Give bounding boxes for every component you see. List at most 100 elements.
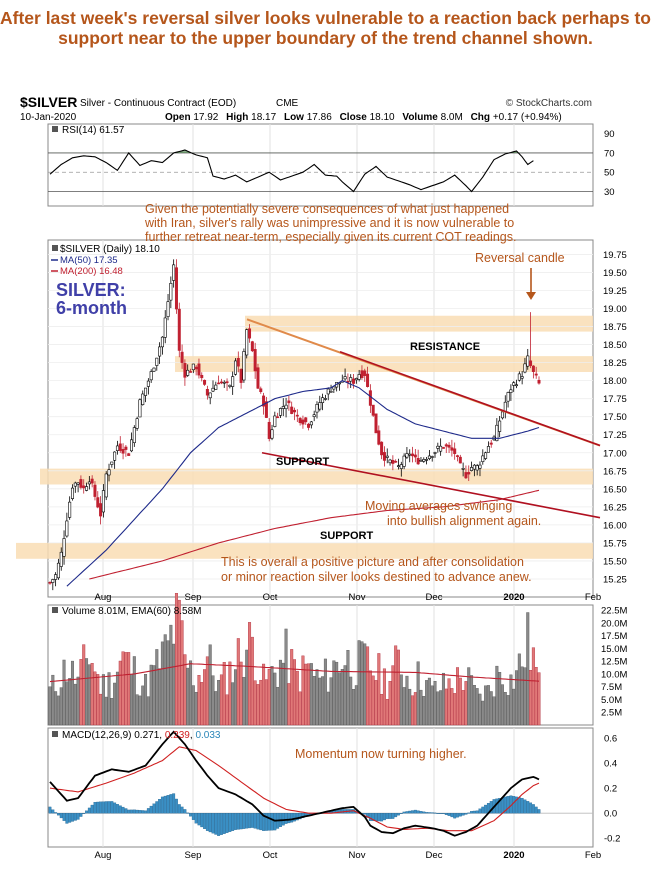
- macd-histogram-bar: [464, 813, 468, 815]
- macd-histogram-bar: [79, 813, 83, 817]
- macd-histogram-bar: [132, 809, 136, 814]
- candle-body: [495, 424, 499, 442]
- volume-bar: [391, 665, 395, 726]
- candle-body: [368, 390, 372, 406]
- candle-body: [486, 446, 490, 453]
- macd-histogram-bar: [270, 813, 274, 831]
- volume-bar: [79, 659, 83, 726]
- volume-bar: [267, 668, 271, 726]
- volume-bar: [484, 685, 488, 726]
- volume-bar: [509, 674, 513, 726]
- macd-histogram-bar: [203, 813, 207, 829]
- volume-bar: [433, 681, 437, 726]
- macd-histogram: [48, 793, 541, 836]
- volume-bar: [408, 688, 412, 726]
- macd-histogram-bar: [290, 813, 294, 823]
- volume-bar: [346, 650, 350, 726]
- volume-bar: [276, 686, 280, 726]
- candle-body: [270, 429, 274, 439]
- macd-histogram-bar: [534, 806, 538, 814]
- candle-body: [284, 404, 288, 410]
- macd-histogram-bar: [73, 813, 77, 821]
- volume-bar: [217, 680, 221, 726]
- macd-histogram-bar: [368, 813, 372, 821]
- macd-histogram-bar: [433, 812, 437, 814]
- candle-body: [464, 472, 468, 479]
- volume-bar: [321, 676, 325, 726]
- bottom-note-line1: This is overall a positive picture and a…: [221, 555, 524, 569]
- candle-body: [177, 308, 181, 351]
- candle-body: [242, 351, 246, 381]
- candle-body: [461, 468, 465, 470]
- price-tick-label: 17.25: [603, 430, 627, 441]
- candle-body: [318, 402, 322, 410]
- macd-histogram-bar: [529, 802, 533, 814]
- rsi-legend: RSI(14) 61.57: [62, 125, 125, 136]
- candle-body: [439, 445, 443, 452]
- candle-body: [99, 503, 103, 517]
- macd-histogram-bar: [475, 810, 479, 814]
- candle-body: [155, 357, 159, 366]
- price-band: [245, 315, 593, 332]
- candle-body: [520, 376, 524, 379]
- volume-bar: [152, 665, 156, 726]
- candle-body: [323, 398, 327, 400]
- candle-body: [455, 455, 459, 457]
- support-label-2: SUPPORT: [320, 530, 373, 542]
- volume-bar: [405, 675, 409, 726]
- volume-bar: [200, 682, 204, 726]
- macd-histogram-bar: [158, 799, 162, 814]
- candle-body: [250, 341, 254, 352]
- candle-body: [349, 377, 353, 382]
- volume-bar: [360, 641, 364, 726]
- candle-body: [228, 384, 232, 387]
- macd-histogram-bar: [107, 801, 111, 814]
- x-axis-label: Feb: [585, 592, 601, 603]
- macd-histogram-bar: [194, 813, 198, 824]
- candle-body: [416, 458, 420, 465]
- macd-histogram-bar: [121, 806, 125, 814]
- volume-bar: [222, 662, 226, 726]
- macd-legend-swatch: [52, 731, 58, 737]
- volume-bar: [366, 646, 370, 726]
- candle-body: [124, 446, 128, 450]
- volume-bar: [155, 649, 159, 726]
- volume-bar: [228, 661, 232, 726]
- volume-bar: [56, 695, 60, 726]
- volume-bar: [388, 681, 392, 726]
- volume-bar: [127, 652, 131, 726]
- volume-bar: [225, 694, 229, 726]
- macd-histogram-bar: [293, 813, 296, 822]
- macd-histogram-bar: [172, 793, 176, 814]
- volume-bar: [354, 685, 358, 726]
- candle-body: [517, 373, 521, 381]
- price-candles: [48, 259, 541, 591]
- macd-histogram-bar: [152, 803, 156, 814]
- macd-histogram-bar: [503, 796, 507, 814]
- macd-histogram-bar: [130, 809, 133, 814]
- macd-histogram-bar: [267, 813, 271, 831]
- ma50-legend: MA(50) 17.35: [60, 255, 118, 266]
- volume-bar: [65, 681, 69, 726]
- silver-title-line2: 6-month: [56, 298, 127, 318]
- volume-bar: [149, 664, 153, 726]
- macd-histogram-bar: [175, 798, 178, 814]
- candle-body: [104, 473, 108, 498]
- volume-bar: [492, 696, 496, 726]
- volume-bar: [101, 674, 105, 726]
- macd-histogram-bar: [472, 810, 476, 814]
- macd-histogram-bar: [76, 813, 80, 820]
- candle-body: [391, 459, 395, 464]
- candle-body: [402, 455, 406, 467]
- candle-body: [425, 459, 429, 461]
- volume-bar: [138, 695, 142, 726]
- volume-bar: [515, 670, 519, 726]
- volume-bar: [486, 685, 490, 726]
- upper-trendline: [339, 351, 601, 447]
- volume-bar: [203, 669, 207, 726]
- candle-body: [419, 459, 423, 462]
- candle-body: [217, 382, 221, 385]
- volume-bar: [450, 688, 454, 726]
- macd-histogram-bar: [425, 812, 429, 814]
- headline: After last week's reversal silver looks …: [0, 8, 651, 48]
